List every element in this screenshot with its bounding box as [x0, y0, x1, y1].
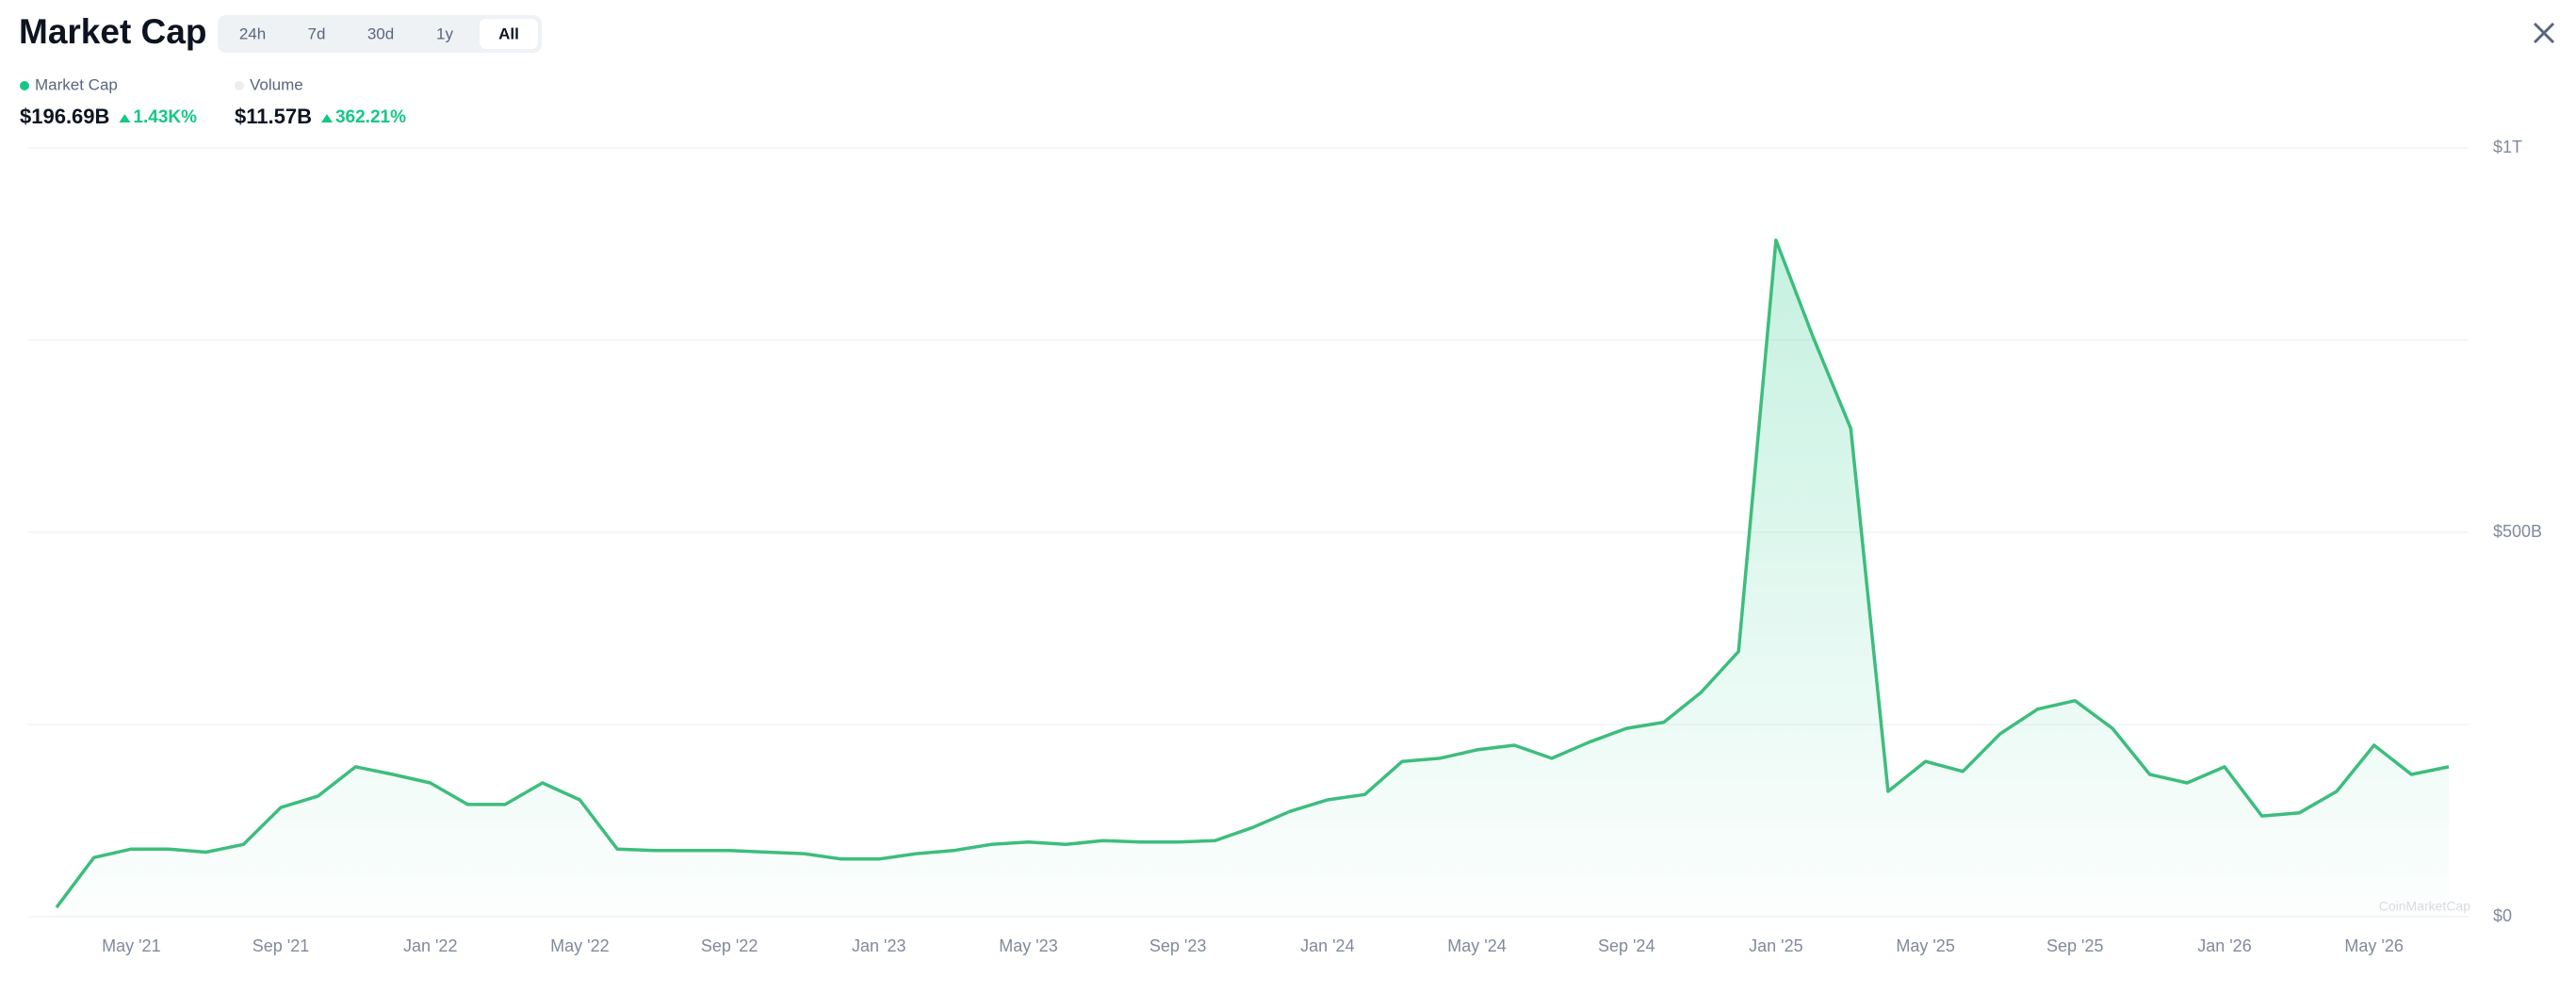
up-arrow	[119, 114, 131, 122]
close-button[interactable]	[2533, 22, 2555, 44]
x-tick-label: May '21	[102, 936, 160, 955]
summary-value: $11.57B	[235, 105, 312, 128]
legend-label: Market Cap	[35, 75, 118, 93]
x-tick-label: Sep '23	[1149, 936, 1207, 955]
y-tick-label: $1T	[2493, 138, 2522, 156]
x-tick-label: Sep '25	[2046, 936, 2104, 955]
summary-change: 362.21%	[335, 107, 406, 127]
y-tick-label: $500B	[2493, 522, 2542, 541]
x-tick-label: May '26	[2344, 936, 2403, 955]
x-tick-label: May '22	[550, 936, 609, 955]
tab[interactable]: All	[498, 24, 519, 42]
x-tick-label: Jan '23	[852, 936, 905, 955]
y-tick-label: $0	[2493, 906, 2512, 925]
x-tick-label: Jan '22	[403, 936, 457, 955]
x-tick-label: Jan '26	[2197, 936, 2251, 955]
x-tick-label: May '23	[999, 936, 1057, 955]
tab-group	[218, 15, 542, 53]
x-tick-label: Sep '24	[1598, 936, 1655, 955]
title: Market Cap	[19, 12, 206, 51]
legend-dot	[235, 81, 244, 90]
x-tick-label: Sep '21	[253, 936, 310, 955]
tab[interactable]: 30d	[367, 24, 394, 42]
up-arrow	[320, 114, 333, 122]
x-tick-label: May '24	[1447, 936, 1506, 955]
legend-dot	[20, 81, 29, 90]
x-tick-label: May '25	[1896, 936, 1954, 955]
legend-label: Volume	[250, 75, 303, 93]
tab[interactable]: 7d	[308, 24, 326, 42]
market-cap-line	[55, 238, 2450, 909]
tab[interactable]: 1y	[436, 24, 453, 42]
x-tick-label: Jan '24	[1300, 936, 1354, 955]
watermark: CoinMarketCap	[2379, 899, 2470, 914]
summary-change: 1.43K%	[133, 107, 197, 127]
x-tick-label: Jan '25	[1749, 936, 1802, 955]
tab-active-bg	[480, 19, 538, 49]
tab[interactable]: 24h	[239, 24, 266, 42]
area-fill	[57, 239, 2449, 917]
summary-value: $196.69B	[20, 105, 109, 128]
x-tick-label: Sep '22	[701, 936, 758, 955]
